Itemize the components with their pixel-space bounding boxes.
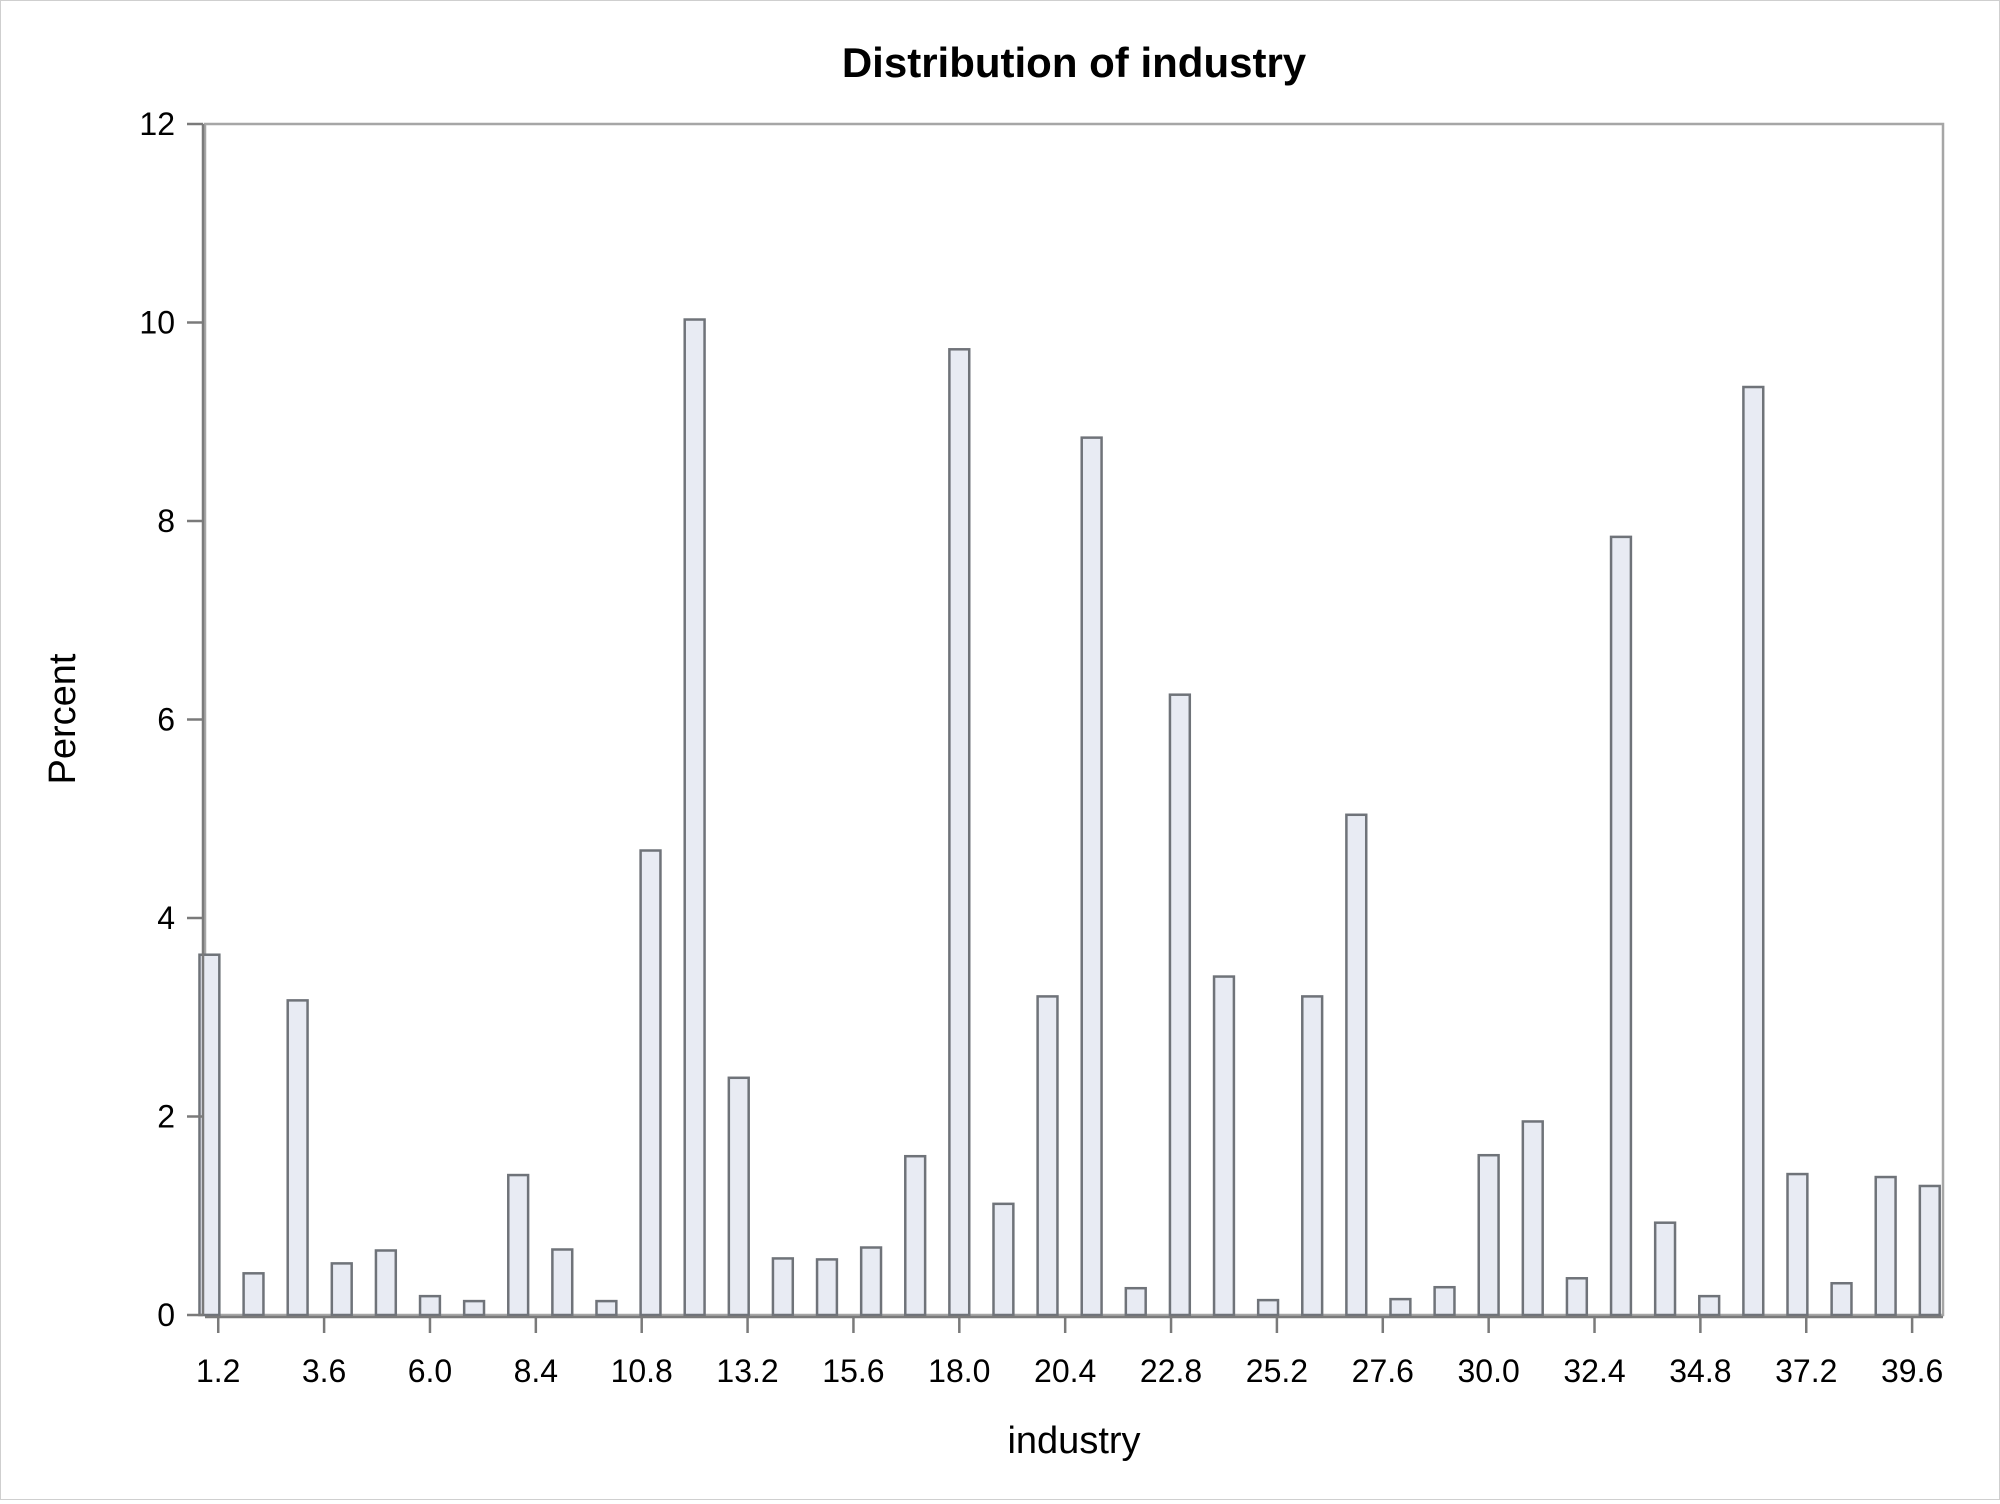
- bar: [1565, 1277, 1589, 1317]
- plot-area: [203, 122, 1945, 1317]
- y-axis-label: Percent: [42, 653, 84, 784]
- bar: [1874, 1175, 1897, 1317]
- bar: [683, 318, 706, 1317]
- x-tick-label: 8.4: [514, 1353, 558, 1389]
- y-tick-label: 8: [157, 503, 175, 539]
- y-tick-label: 6: [157, 702, 175, 738]
- bar: [242, 1272, 265, 1317]
- bar: [595, 1299, 618, 1317]
- x-tick-label: 25.2: [1246, 1353, 1308, 1389]
- bar: [286, 999, 309, 1317]
- bar: [639, 849, 662, 1317]
- x-tick-label: 3.6: [302, 1353, 346, 1389]
- bar: [1124, 1286, 1147, 1317]
- bar: [418, 1294, 442, 1317]
- bar: [771, 1257, 795, 1317]
- bar: [948, 348, 971, 1317]
- x-tick-label: 32.4: [1563, 1353, 1625, 1389]
- bar: [1433, 1285, 1456, 1317]
- x-tick-label: 15.6: [822, 1353, 884, 1389]
- x-tick-label: 27.6: [1352, 1353, 1414, 1389]
- x-tick-label: 20.4: [1034, 1353, 1096, 1389]
- bar: [992, 1202, 1015, 1317]
- bar: [1786, 1172, 1809, 1317]
- bar: [374, 1249, 398, 1317]
- x-tick-label: 13.2: [716, 1353, 778, 1389]
- x-tick-label: 10.8: [611, 1353, 673, 1389]
- bar: [859, 1246, 883, 1317]
- x-tick-label: 18.0: [928, 1353, 990, 1389]
- bar: [1521, 1120, 1544, 1317]
- x-tick-label: 34.8: [1669, 1353, 1731, 1389]
- x-tick-label: 37.2: [1775, 1353, 1837, 1389]
- bar: [198, 953, 221, 1317]
- bar: [1609, 535, 1633, 1317]
- bar: [507, 1173, 530, 1317]
- y-tick-label: 12: [139, 106, 175, 142]
- y-axis: 0 2 4 6 8 10 12: [139, 106, 205, 1333]
- bar: [551, 1248, 574, 1317]
- bar: [1036, 995, 1059, 1317]
- bar: [1742, 385, 1765, 1317]
- x-tick-label: 6.0: [408, 1353, 452, 1389]
- y-tick-label: 2: [157, 1099, 175, 1135]
- x-tick-label: 1.2: [196, 1353, 240, 1389]
- bar: [1301, 995, 1324, 1317]
- chart-title: Distribution of industry: [842, 39, 1307, 86]
- bar: [727, 1076, 750, 1317]
- bar: [1389, 1297, 1412, 1317]
- bar: [1256, 1298, 1280, 1317]
- x-axis-label: industry: [1007, 1420, 1140, 1462]
- bar: [904, 1154, 927, 1317]
- bar: [1698, 1294, 1721, 1317]
- bar: [815, 1258, 839, 1317]
- bar: [1345, 813, 1368, 1317]
- bar: [1080, 436, 1103, 1317]
- x-tick-label: 22.8: [1140, 1353, 1202, 1389]
- bar: [462, 1299, 486, 1317]
- bar: [1212, 975, 1236, 1317]
- bar: [1830, 1281, 1853, 1317]
- x-tick-label: 39.6: [1881, 1353, 1943, 1389]
- y-tick-label: 10: [139, 305, 175, 341]
- bar: [330, 1262, 353, 1317]
- bar: [1653, 1221, 1677, 1317]
- bar: [1918, 1184, 1941, 1317]
- x-tick-label: 30.0: [1458, 1353, 1520, 1389]
- x-axis: 1.2 3.6 6.0 8.4 10.8 13.2 15.6 18.0 20.4 22.8 25.2…: [196, 1315, 1943, 1389]
- bar: [1477, 1153, 1500, 1317]
- bars-group: [198, 318, 1941, 1317]
- y-tick-label: 4: [157, 900, 175, 936]
- bar: [1168, 693, 1192, 1317]
- y-tick-label: 0: [157, 1297, 175, 1333]
